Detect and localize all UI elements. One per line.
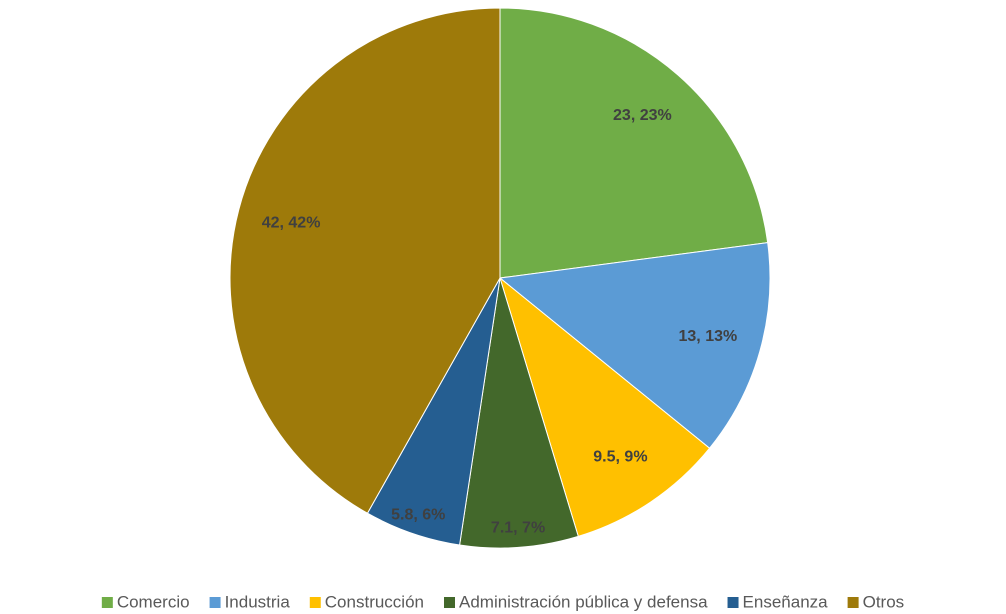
legend-swatch xyxy=(309,597,321,608)
pie-slice xyxy=(459,277,579,549)
legend-label: Industria xyxy=(225,592,291,611)
pie-slice xyxy=(498,242,771,449)
data-label: 13, 13% xyxy=(679,328,738,345)
legend-swatch xyxy=(847,597,859,608)
legend-label: Administración pública y defensa xyxy=(459,592,708,611)
legend-swatch xyxy=(727,597,739,608)
data-label: 23, 23% xyxy=(613,107,672,124)
pie-slice xyxy=(229,7,501,514)
legend-label: Comercio xyxy=(117,592,190,611)
pie-slice xyxy=(499,276,711,538)
data-label: 9.5, 9% xyxy=(593,449,647,466)
data-label: 7.1, 7% xyxy=(491,520,545,537)
legend-swatch xyxy=(444,597,455,608)
data-label: 42, 42% xyxy=(262,214,321,231)
legend-label: Otros xyxy=(863,592,905,611)
pie-slice xyxy=(499,7,769,279)
legend-label: Enseñanza xyxy=(743,592,829,611)
legend-swatch xyxy=(209,597,221,608)
legend-label: Construcción xyxy=(325,592,424,611)
legend-swatch xyxy=(101,597,113,608)
data-label: 5.8, 6% xyxy=(391,507,445,524)
